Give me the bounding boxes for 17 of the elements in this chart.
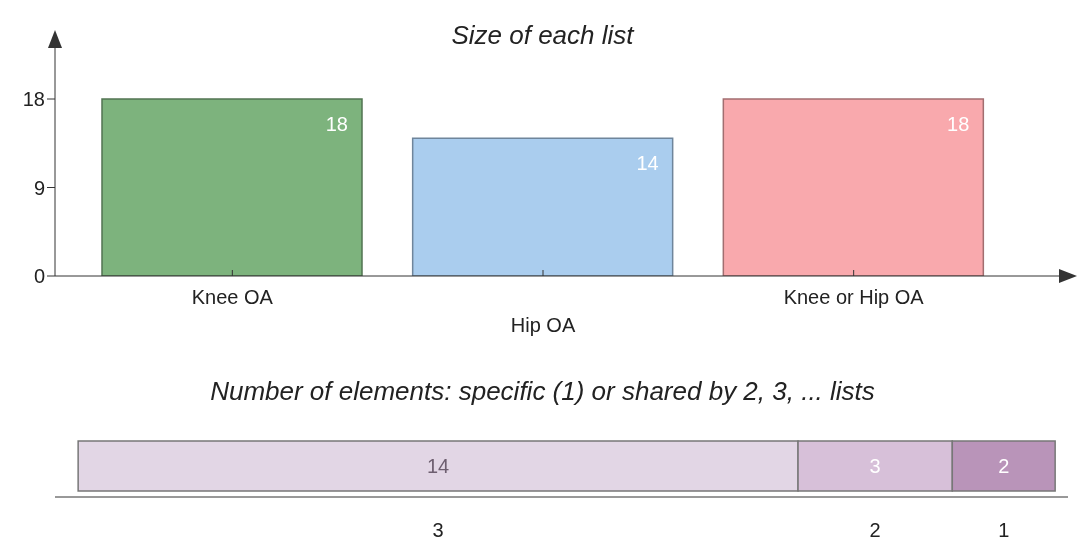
- chart-title: Size of each list: [450, 20, 636, 51]
- data-label: 14: [636, 152, 659, 175]
- y-tick-label: 0: [33, 265, 45, 288]
- y-tick-label: 9: [33, 176, 45, 199]
- x-tick-label: Knee or Hip OA: [783, 286, 925, 308]
- data-label: 3: [869, 455, 881, 477]
- series-label: 1: [998, 519, 1010, 541]
- x-tick-label: Knee OA: [191, 286, 274, 308]
- series-label: 3: [432, 519, 444, 541]
- data-label: 18: [947, 113, 970, 135]
- series-label: 2: [869, 519, 881, 541]
- y-tick-label: 18: [22, 88, 45, 111]
- data-label: 14: [426, 455, 450, 477]
- x-tick-label: Hip OA: [510, 314, 576, 336]
- data-label: 2: [998, 455, 1010, 477]
- data-label: 18: [325, 113, 348, 135]
- chart-title: Number of elements: specific (1) or shared by 2, 3, ... lists: [209, 376, 876, 407]
